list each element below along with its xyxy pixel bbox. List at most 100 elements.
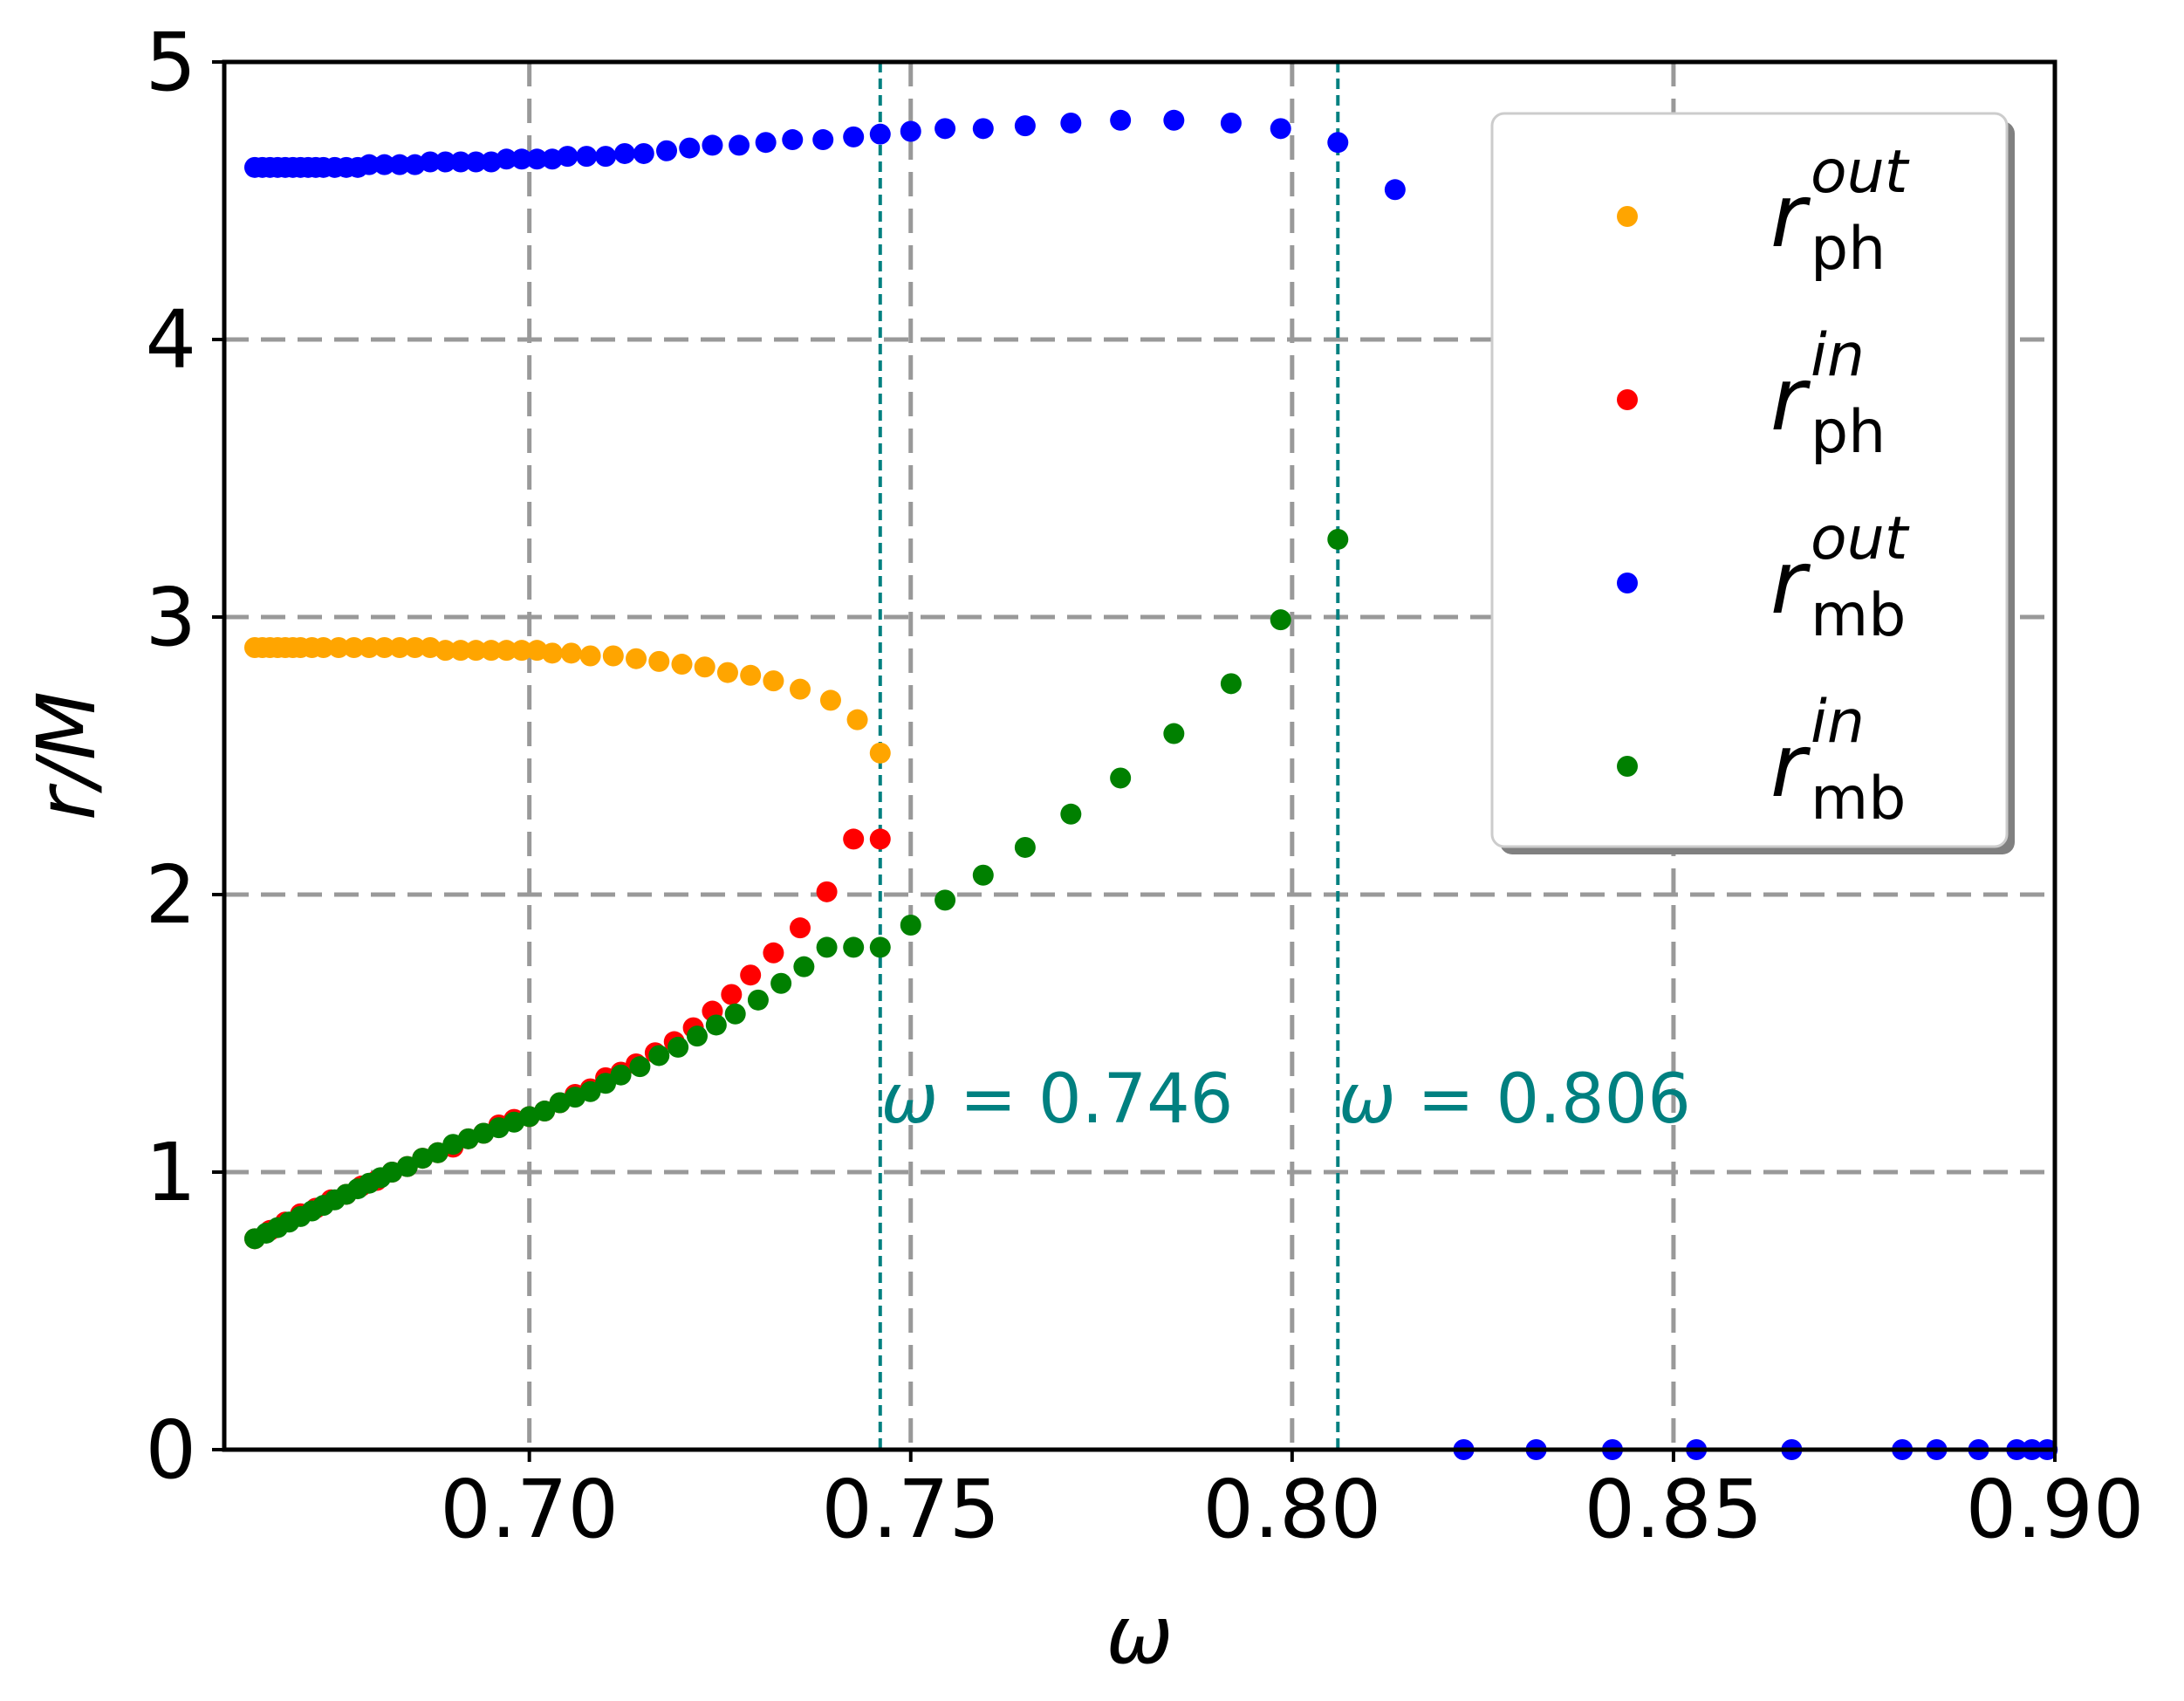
data-point-series-0 [671, 654, 693, 676]
data-point-series-2 [900, 120, 921, 142]
data-point-series-0 [328, 636, 350, 658]
data-point-series-2 [1270, 118, 1291, 140]
data-point-series-3 [1163, 723, 1185, 744]
x-tick-label: 0.75 [821, 1463, 1000, 1556]
y-tick-label: 3 [145, 571, 196, 664]
legend-marker [1617, 206, 1638, 227]
data-point-series-0 [819, 689, 841, 711]
data-point-series-0 [694, 656, 715, 678]
data-point-series-3 [579, 1080, 601, 1102]
data-point-series-3 [1327, 528, 1349, 550]
data-point-series-3 [1270, 609, 1291, 631]
data-point-series-0 [579, 645, 601, 667]
data-point-series-3 [747, 989, 769, 1011]
data-point-series-2 [782, 129, 804, 151]
axis-ticks: 0.70 0.75 0.80 0.85 0.90 0 1 2 3 4 5 [145, 16, 2144, 1556]
legend-label-sub: mb [1811, 581, 1906, 650]
data-point-series-3 [686, 1025, 708, 1047]
data-point-series-2 [595, 146, 617, 168]
legend-label-sup: in [1811, 688, 1865, 757]
x-axis-label: ω [1106, 1588, 1173, 1682]
legend-label-base: r [1770, 165, 1811, 267]
legend-label-sup: out [1811, 504, 1910, 573]
x-tick-label: 0.80 [1202, 1463, 1381, 1556]
data-point-series-2 [729, 134, 750, 156]
legend-marker [1617, 389, 1638, 410]
data-points [243, 109, 2058, 1460]
data-point-series-3 [1220, 673, 1242, 695]
x-tick-label: 0.85 [1584, 1463, 1763, 1556]
data-point-series-0 [465, 640, 487, 662]
data-point-series-0 [716, 662, 738, 683]
legend-label-sup: in [1811, 321, 1865, 390]
data-point-series-3 [843, 936, 865, 958]
data-point-series-2 [420, 151, 442, 173]
data-point-series-2 [465, 151, 487, 173]
legend-label-sup: out [1811, 138, 1910, 207]
data-point-series-1 [789, 917, 811, 939]
data-point-series-3 [1060, 803, 1082, 825]
y-tick-label: 2 [145, 848, 196, 942]
data-point-series-3 [972, 864, 994, 886]
data-point-series-0 [626, 648, 647, 669]
data-point-series-0 [560, 642, 582, 664]
data-point-series-2 [679, 137, 701, 159]
y-tick-label: 4 [145, 293, 196, 387]
data-point-series-3 [724, 1003, 746, 1025]
data-point-series-3 [900, 914, 921, 936]
data-point-series-0 [404, 636, 426, 658]
legend-box [1490, 112, 2009, 848]
data-point-series-2 [373, 154, 395, 175]
data-point-series-2 [510, 148, 532, 170]
data-point-series-2 [1014, 115, 1036, 137]
data-point-series-3 [770, 972, 792, 994]
data-point-series-0 [510, 640, 532, 662]
data-point-series-2 [1110, 109, 1132, 131]
data-point-series-1 [721, 984, 743, 1005]
data-point-series-2 [702, 134, 723, 156]
legend-label-base: r [1770, 715, 1811, 817]
data-point-series-0 [435, 640, 456, 662]
legend-marker [1617, 573, 1638, 593]
data-point-series-2 [449, 151, 471, 173]
data-point-series-0 [541, 642, 563, 664]
data-point-series-1 [763, 942, 784, 964]
legend-label-base: r [1770, 532, 1811, 634]
data-point-series-2 [1060, 112, 1082, 134]
data-point-series-3 [396, 1156, 418, 1177]
data-point-series-2 [656, 140, 678, 161]
data-point-series-0 [648, 650, 670, 672]
data-point-series-2 [359, 154, 380, 175]
data-point-series-3 [1014, 836, 1036, 858]
data-point-series-2 [435, 151, 456, 173]
data-point-series-0 [449, 640, 471, 662]
data-point-series-0 [389, 636, 411, 658]
data-point-series-2 [812, 129, 834, 151]
data-point-series-0 [359, 636, 380, 658]
data-point-series-2 [935, 118, 956, 140]
reference-lines: ω = 0.746 ω = 0.806 [878, 62, 1691, 1450]
data-point-series-3 [869, 936, 891, 958]
data-point-series-0 [343, 636, 365, 658]
data-point-series-3 [427, 1142, 448, 1163]
legend-label-base: r [1770, 348, 1811, 450]
reference-line-label: ω = 0.746 [881, 1060, 1234, 1139]
legend-label-sub: mb [1811, 765, 1906, 833]
y-axis-label: r/M [20, 691, 113, 820]
data-point-series-3 [534, 1101, 556, 1122]
data-point-series-3 [595, 1073, 617, 1094]
data-point-series-3 [668, 1036, 689, 1058]
legend-label-sub: ph [1811, 215, 1886, 284]
data-point-series-0 [312, 636, 334, 658]
data-point-series-1 [869, 828, 891, 850]
data-point-series-0 [373, 636, 395, 658]
data-point-series-3 [816, 936, 838, 958]
data-point-series-2 [496, 148, 517, 170]
data-point-series-2 [869, 123, 891, 145]
data-point-series-2 [526, 148, 548, 170]
y-tick-label: 1 [145, 1126, 196, 1219]
y-tick-label: 5 [145, 16, 196, 109]
x-tick-label: 0.90 [1966, 1463, 2145, 1556]
